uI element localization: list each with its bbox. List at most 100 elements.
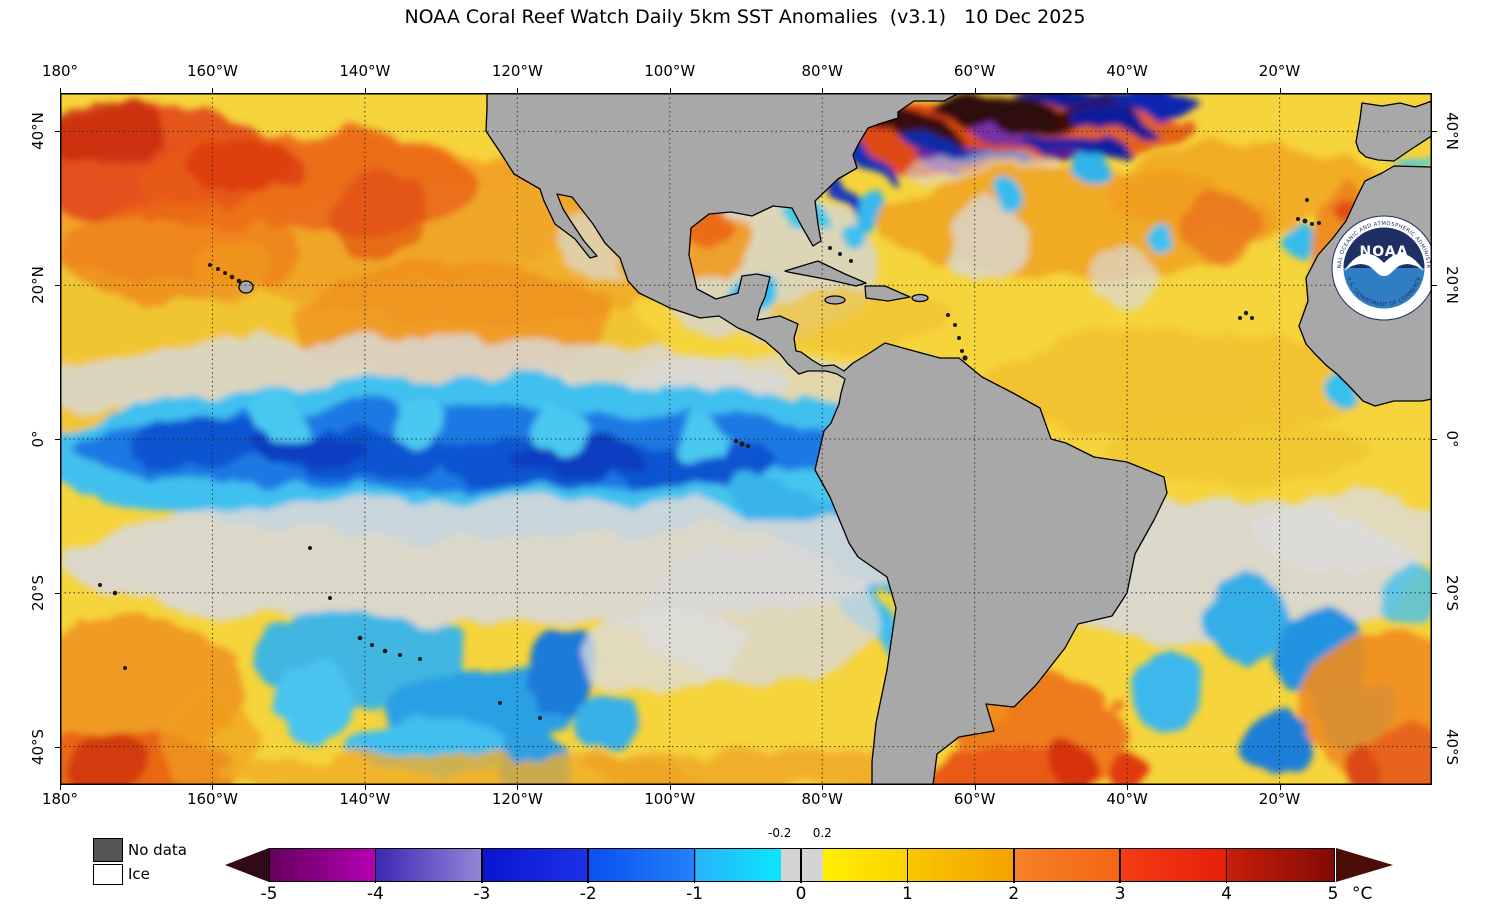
legend-ice-swatch <box>93 864 123 885</box>
graticule <box>60 93 1432 785</box>
colorbar-tick-label-5: 5 <box>1327 884 1339 904</box>
colorbar-tick-label--2: -2 <box>579 884 597 904</box>
lon-label-bottom-100°W: 100°W <box>644 790 696 808</box>
lon-label-top-100°W: 100°W <box>644 62 696 80</box>
sst-map-canvas: NOAA NATIONAL OCEANIC AND ATMOSPHERIC AD… <box>60 93 1432 785</box>
colorbar-segment-4-5 <box>1227 849 1334 881</box>
lat-label-right-20°S: 20°S <box>1443 574 1461 611</box>
legend-no-data-swatch <box>93 838 123 862</box>
colorbar-segment-3-4 <box>1121 849 1228 881</box>
lon-label-bottom-180°: 180° <box>41 790 79 808</box>
colorbar-divider--1 <box>693 848 696 883</box>
lat-tick-left <box>55 592 60 594</box>
lat-tick-right <box>1432 439 1437 440</box>
small-islands <box>98 198 1321 720</box>
colorbar-divider--2 <box>587 848 589 883</box>
colorbar-segment-0.2-1 <box>823 849 909 881</box>
colorbar-segment-2-3 <box>1014 849 1122 881</box>
sst-anomaly-field <box>60 93 1432 785</box>
land-jamaica <box>824 295 846 305</box>
colorbar-segment--0.2-0.2 <box>780 849 824 881</box>
lat-label-left-40°S: 40°S <box>29 728 47 765</box>
lon-tick-bottom <box>822 785 824 790</box>
colorbar-tick-label-0: 0 <box>795 884 807 904</box>
lon-label-bottom-80°W: 80°W <box>801 790 843 808</box>
colorbar-segment-1-2 <box>908 849 1015 881</box>
colorbar <box>269 848 1335 882</box>
lon-label-top-20°W: 20°W <box>1258 62 1301 80</box>
colorbar-tick-label--4: -4 <box>366 884 384 904</box>
lon-tick-bottom <box>974 785 976 790</box>
lon-tick-bottom <box>364 785 366 790</box>
lon-tick-bottom <box>517 785 519 790</box>
colorbar-tick-label-3: 3 <box>1114 884 1126 904</box>
lon-tick-top <box>1127 88 1129 93</box>
colorbar-sub-label--0.2: -0.2 <box>768 826 792 840</box>
page-title: NOAA Coral Reef Watch Daily 5km SST Anom… <box>404 6 1086 28</box>
land-hispaniola <box>864 285 911 302</box>
lon-tick-top <box>1279 88 1281 93</box>
lat-label-right-40°S: 40°S <box>1443 728 1461 765</box>
colorbar-segment--2--1 <box>589 849 696 881</box>
lat-label-right-20°N: 20°N <box>1443 266 1461 305</box>
lon-label-bottom-160°W: 160°W <box>186 790 238 808</box>
lon-label-top-160°W: 160°W <box>186 62 238 80</box>
lat-tick-left <box>55 285 60 287</box>
colorbar-segment--3--2 <box>482 849 590 881</box>
lat-label-left-40°N: 40°N <box>29 112 47 151</box>
colorbar-segment--5--4 <box>270 849 377 881</box>
noaa-logo-wordmark: NOAA <box>1360 244 1409 260</box>
colorbar-divider-0 <box>800 848 802 883</box>
colorbar-divider-2 <box>1013 848 1015 883</box>
colorbar-tick-label-1: 1 <box>901 884 913 904</box>
lon-label-top-140°W: 140°W <box>339 62 391 80</box>
colorbar-segment--4--3 <box>376 849 483 881</box>
lon-label-top-40°W: 40°W <box>1106 62 1148 80</box>
legend-ice-label: Ice <box>128 865 150 883</box>
lon-tick-top <box>669 88 671 93</box>
lon-label-top-80°W: 80°W <box>801 62 843 80</box>
colorbar-sub-label-0.2: 0.2 <box>812 826 832 840</box>
lat-tick-right <box>1432 746 1437 748</box>
lon-tick-top <box>212 88 214 93</box>
colorbar-left-arrow <box>225 848 269 882</box>
map-frame <box>60 93 1432 785</box>
lat-tick-left <box>55 746 60 748</box>
colorbar-right-arrow <box>1336 848 1394 882</box>
lon-label-bottom-20°W: 20°W <box>1258 790 1301 808</box>
lon-label-bottom-40°W: 40°W <box>1106 790 1148 808</box>
legend-no-data-label: No data <box>128 841 187 859</box>
lat-label-left-0°: 0° <box>29 430 47 448</box>
lat-tick-left <box>55 131 60 133</box>
noaa-logo-gull <box>1344 253 1424 276</box>
lon-tick-bottom <box>1279 785 1281 790</box>
colorbar-divider-4 <box>1225 848 1228 883</box>
lat-tick-right <box>1432 131 1437 133</box>
land-cuba <box>784 260 867 287</box>
colorbar-tick-label-4: 4 <box>1221 884 1233 904</box>
lon-label-bottom-140°W: 140°W <box>339 790 391 808</box>
colorbar-divider--3 <box>481 848 483 883</box>
colorbar-divider-3 <box>1119 848 1121 883</box>
lon-tick-bottom <box>669 785 671 790</box>
lon-tick-top <box>364 88 366 93</box>
lon-tick-bottom <box>212 785 214 790</box>
lat-label-right-0°: 0° <box>1443 430 1461 448</box>
lon-tick-top <box>517 88 519 93</box>
world-sst-map: NOAA NATIONAL OCEANIC AND ATMOSPHERIC AD… <box>60 93 1432 785</box>
colorbar-tick-label--3: -3 <box>473 884 491 904</box>
colorbar-tick-label--1: -1 <box>686 884 704 904</box>
lat-tick-right <box>1432 285 1437 287</box>
lat-label-left-20°N: 20°N <box>29 266 47 305</box>
colorbar-tick-label-2: 2 <box>1008 884 1020 904</box>
lon-label-bottom-60°W: 60°W <box>953 790 996 808</box>
colorbar-segment--1--0.2 <box>695 849 781 881</box>
lon-label-bottom-120°W: 120°W <box>491 790 543 808</box>
land-puerto-rico <box>911 293 929 303</box>
lon-tick-bottom <box>60 785 61 790</box>
lon-tick-top <box>60 88 61 93</box>
lon-tick-top <box>822 88 824 93</box>
land-iberia <box>1355 100 1432 162</box>
lon-label-top-180°: 180° <box>41 62 79 80</box>
